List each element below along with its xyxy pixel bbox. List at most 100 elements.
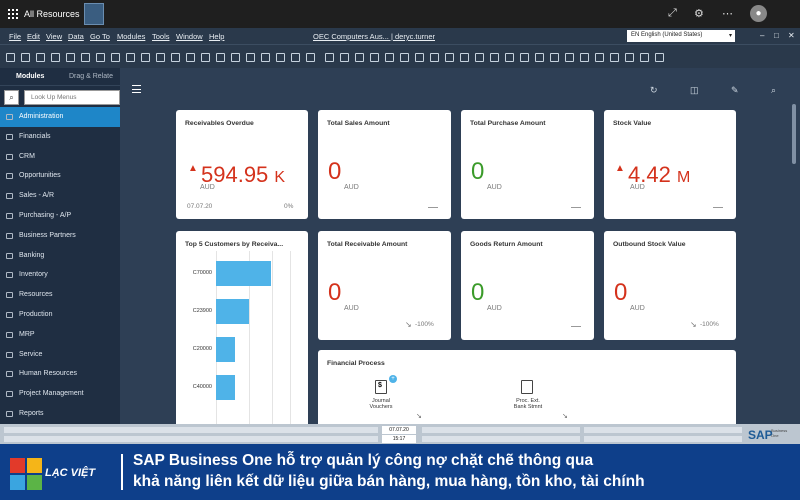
scrollbar[interactable] xyxy=(792,104,796,164)
toolbar-button-icon[interactable] xyxy=(415,53,424,62)
toolbar-button-icon[interactable] xyxy=(231,53,240,62)
toolbar-button-icon[interactable] xyxy=(291,53,300,62)
menu-goto[interactable]: Go To xyxy=(90,32,110,41)
toolbar-button-icon[interactable] xyxy=(96,53,105,62)
bar[interactable] xyxy=(216,375,236,400)
search-icon[interactable]: ⌕ xyxy=(771,85,777,95)
kpi-outbound-stock[interactable]: Outbound Stock Value 0 AUD ↘ -100% xyxy=(604,231,736,340)
sidebar-item-project-management[interactable]: Project Management xyxy=(0,384,120,404)
toolbar-button-icon[interactable] xyxy=(340,53,349,62)
toolbar-button-icon[interactable] xyxy=(520,53,529,62)
toolbar-button-icon[interactable] xyxy=(595,53,604,62)
kpi-goods-return[interactable]: Goods Return Amount 0 AUD xyxy=(461,231,594,340)
maximize-button[interactable]: □ xyxy=(774,31,779,40)
menu-help[interactable]: Help xyxy=(209,32,225,41)
more-icon[interactable]: ⋯ xyxy=(722,8,733,20)
toolbar-button-icon[interactable] xyxy=(610,53,619,62)
toolbar-button-icon[interactable] xyxy=(6,53,15,62)
expand-icon[interactable]: ⤢ xyxy=(668,7,677,19)
toolbar-button-icon[interactable] xyxy=(126,53,135,62)
toolbar-button-icon[interactable] xyxy=(66,53,75,62)
search-icon[interactable]: ⌕ xyxy=(4,90,19,105)
tab-drag-relate[interactable]: Drag & Relate xyxy=(69,73,113,80)
apps-grid-icon[interactable] xyxy=(8,9,18,19)
toolbar-button-icon[interactable] xyxy=(216,53,225,62)
toolbar-button-icon[interactable] xyxy=(565,53,574,62)
toolbar-button-icon[interactable] xyxy=(201,53,210,62)
menu-edit[interactable]: Edit xyxy=(27,32,40,41)
sidebar-item-administration[interactable]: Administration xyxy=(0,107,120,127)
kpi-total-receivable[interactable]: Total Receivable Amount 0 AUD ↘ -100% xyxy=(318,231,451,340)
bar[interactable] xyxy=(216,299,249,324)
toolbar-button-icon[interactable] xyxy=(400,53,409,62)
bank-statement-node[interactable]: Proc. Ext. Bank Stmnt xyxy=(513,398,543,410)
toolbar-button-icon[interactable] xyxy=(51,53,60,62)
sidebar-item-opportunities[interactable]: Opportunities xyxy=(0,166,120,186)
language-select[interactable]: EN English (United States) ▾ xyxy=(627,30,735,42)
sidebar-item-banking[interactable]: Banking xyxy=(0,246,120,266)
menu-file[interactable]: File xyxy=(9,32,22,41)
close-button[interactable]: ✕ xyxy=(788,31,795,40)
sidebar-item-mrp[interactable]: MRP xyxy=(0,325,120,345)
toolbar-button-icon[interactable] xyxy=(111,53,120,62)
company-link[interactable]: OEC Computers Aus... | deryc.turner xyxy=(313,32,435,41)
plus-icon[interactable]: + xyxy=(389,375,397,383)
kpi-receivables-overdue[interactable]: Receivables Overdue ▲ 594.95 K AUD 07.07… xyxy=(176,110,308,219)
widget-icon[interactable]: ◫ xyxy=(690,85,699,95)
toolbar-button-icon[interactable] xyxy=(36,53,45,62)
toolbar-button-icon[interactable] xyxy=(261,53,270,62)
toolbar-button-icon[interactable] xyxy=(385,53,394,62)
hamburger-icon[interactable] xyxy=(132,85,141,96)
menu-modules[interactable]: Modules xyxy=(117,32,146,41)
all-resources-label[interactable]: All Resources xyxy=(24,9,80,19)
toolbar-button-icon[interactable] xyxy=(186,53,195,62)
toolbar-button-icon[interactable] xyxy=(490,53,499,62)
sap-app-icon[interactable] xyxy=(84,3,104,25)
sidebar-item-human-resources[interactable]: Human Resources xyxy=(0,364,120,384)
sidebar-item-crm[interactable]: CRM xyxy=(0,147,120,167)
toolbar-button-icon[interactable] xyxy=(246,53,255,62)
gear-icon[interactable]: ⚙ xyxy=(694,8,704,20)
toolbar-button-icon[interactable] xyxy=(355,53,364,62)
tab-modules[interactable]: Modules xyxy=(16,73,45,80)
bar[interactable] xyxy=(216,261,271,286)
toolbar-button-icon[interactable] xyxy=(640,53,649,62)
minimize-button[interactable]: – xyxy=(760,31,765,40)
toolbar-button-icon[interactable] xyxy=(625,53,634,62)
sidebar-item-resources[interactable]: Resources xyxy=(0,285,120,305)
top5-customers-chart[interactable]: Top 5 Customers by Receiva... C70000 C239… xyxy=(176,231,308,424)
sidebar-item-reports[interactable]: Reports xyxy=(0,404,120,424)
toolbar-button-icon[interactable] xyxy=(655,53,664,62)
kpi-stock-value[interactable]: Stock Value ▲ 4.42 M AUD xyxy=(604,110,736,219)
toolbar-button-icon[interactable] xyxy=(505,53,514,62)
sidebar-item-purchasing-a-p[interactable]: Purchasing - A/P xyxy=(0,206,120,226)
toolbar-button-icon[interactable] xyxy=(460,53,469,62)
journal-voucher-icon[interactable] xyxy=(375,380,387,394)
toolbar-button-icon[interactable] xyxy=(276,53,285,62)
journal-vouchers-node[interactable]: Journal Vouchers xyxy=(369,398,393,410)
toolbar-button-icon[interactable] xyxy=(306,53,315,62)
bank-statement-icon[interactable] xyxy=(521,380,533,394)
toolbar-button-icon[interactable] xyxy=(445,53,454,62)
pencil-icon[interactable]: ✎ xyxy=(731,85,739,95)
toolbar-button-icon[interactable] xyxy=(21,53,30,62)
refresh-icon[interactable]: ↻ xyxy=(650,85,658,95)
sidebar-item-sales-a-r[interactable]: Sales - A/R xyxy=(0,186,120,206)
toolbar-button-icon[interactable] xyxy=(141,53,150,62)
toolbar-button-icon[interactable] xyxy=(580,53,589,62)
menu-data[interactable]: Data xyxy=(68,32,84,41)
sidebar-item-production[interactable]: Production xyxy=(0,305,120,325)
avatar[interactable]: ● xyxy=(750,5,767,22)
toolbar-button-icon[interactable] xyxy=(171,53,180,62)
toolbar-button-icon[interactable] xyxy=(475,53,484,62)
toolbar-button-icon[interactable] xyxy=(81,53,90,62)
menu-window[interactable]: Window xyxy=(176,32,203,41)
toolbar-button-icon[interactable] xyxy=(550,53,559,62)
bar[interactable] xyxy=(216,337,236,362)
toolbar-button-icon[interactable] xyxy=(370,53,379,62)
search-input[interactable] xyxy=(24,90,120,105)
kpi-total-sales[interactable]: Total Sales Amount 0 AUD xyxy=(318,110,451,219)
menu-view[interactable]: View xyxy=(46,32,63,41)
toolbar-button-icon[interactable] xyxy=(325,53,334,62)
toolbar-button-icon[interactable] xyxy=(535,53,544,62)
